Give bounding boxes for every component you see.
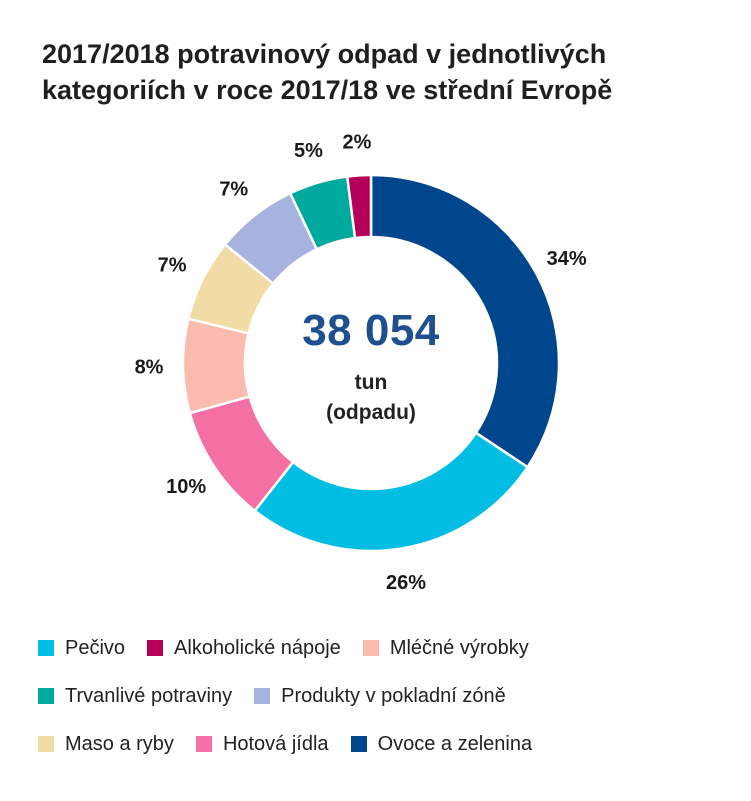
legend-item: Mléčné výrobky [362,636,529,660]
legend-item: Ovoce a zelenina [350,732,533,756]
chart-title-line-1: 2017/2018 potravinový odpad v jednotlivý… [42,39,607,69]
data-label-alkoholické-nápoje: 2% [342,131,371,153]
data-label-hotová-jídla: 10% [166,476,206,498]
chart-legend: Pečivo Alkoholické nápoje Mléčné výrobky Tr… [38,636,738,780]
legend-swatch [350,736,367,752]
legend-label: Alkoholické nápoje [174,636,341,659]
legend-label: Hotová jídla [222,732,329,755]
legend-swatch [38,688,54,704]
legend-label: Pečivo [65,636,126,659]
legend-item: Hotová jídla [195,732,329,756]
legend-swatch [38,640,54,656]
legend-label: Produkty v pokladní zóně [281,684,506,707]
data-label-pečivo: 26% [386,572,426,594]
legend-row: Pečivo Alkoholické nápoje Mléčné výrobky [38,636,738,660]
total-unit-line-1: tun [354,371,388,394]
legend-swatch [362,640,379,656]
legend-item: Maso a ryby [38,733,174,756]
legend-swatch [254,688,271,704]
legend-label: Maso a ryby [65,732,174,755]
data-label-maso-a-ryby: 7% [158,254,187,276]
data-label-mléčné-výrobky: 8% [135,357,164,379]
donut-chart: 34% 26% 10% 8% 7% 7% 5% 2% [135,131,587,594]
chart-title: 2017/2018 potravinový odpad v jednotlivý… [42,36,722,108]
legend-label: Ovoce a zelenina [377,732,533,755]
legend-row: Maso a ryby Hotová jídla Ovoce a zelenina [38,732,738,756]
total-unit-line-2: (odpadu) [326,401,416,424]
slice-mléčné-výrobky [181,317,252,415]
slice-ovoce-a-zelenina [369,173,561,469]
slice-alkoholické-nápoje [345,173,373,240]
data-label-produkty-v-pokladní-zóně: 7% [219,178,248,200]
legend-item: Produkty v pokladní zóně [254,685,506,708]
legend-swatch [38,736,54,752]
legend-label: Mléčné výrobky [389,636,529,659]
legend-label: Trvanlivé potraviny [65,684,233,707]
legend-item: Pečivo [38,637,125,660]
legend-row: Trvanlivé potraviny Produkty v pokladní z… [38,684,738,708]
total-value: 38 054 [302,306,440,355]
legend-item: Alkoholické nápoje [147,637,341,660]
legend-item: Trvanlivé potraviny [38,685,232,708]
data-label-trvanlivé-potraviny: 5% [294,140,323,162]
legend-swatch [195,736,212,752]
slice-pečivo [253,431,530,553]
data-label-ovoce-a-zelenina: 34% [547,248,587,270]
total-unit: tun (odpadu) [271,368,471,428]
chart-title-line-2: kategoriích v roce 2017/18 ve střední Ev… [42,75,613,105]
legend-swatch [147,640,164,656]
